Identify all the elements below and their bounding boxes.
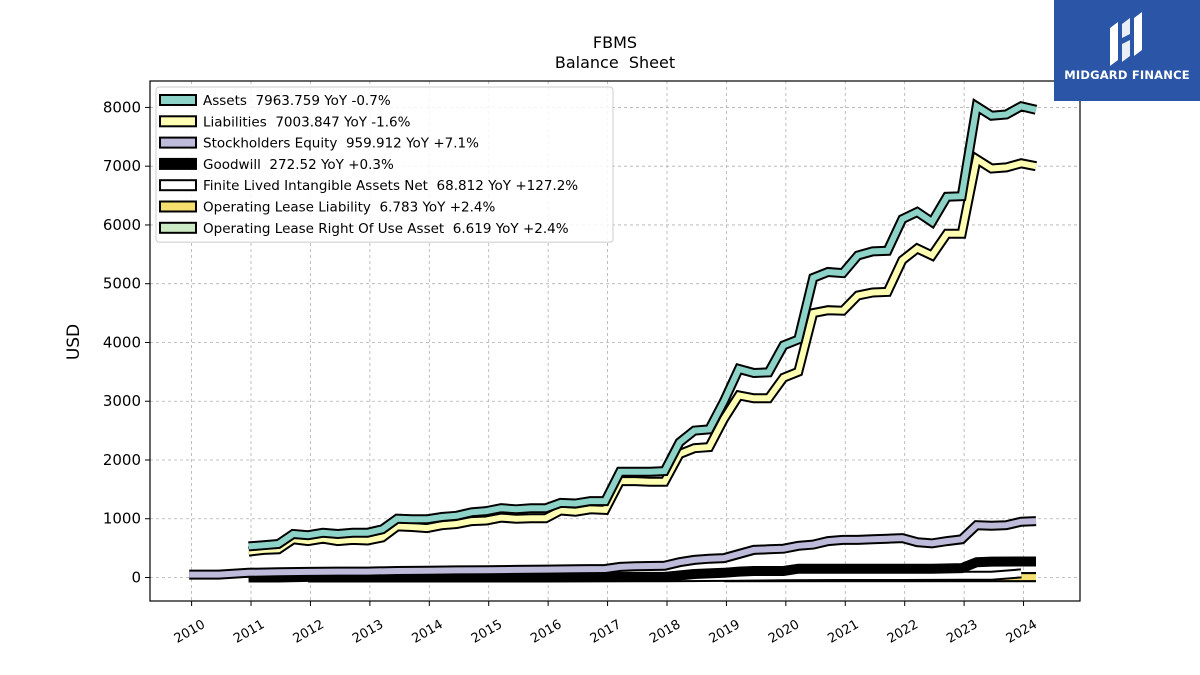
x-tick-label: 2022 bbox=[885, 617, 921, 647]
series-line bbox=[248, 558, 1036, 581]
legend-label: Liabilities 7003.847 YoY -1.6% bbox=[203, 114, 411, 130]
chart-subtitle: Balance Sheet bbox=[555, 53, 675, 72]
x-tick-label: 2024 bbox=[1004, 617, 1040, 647]
series-stockholders-equity bbox=[189, 516, 1037, 580]
series-assets bbox=[248, 98, 1038, 552]
legend-label: Goodwill 272.52 YoY +0.3% bbox=[203, 157, 394, 173]
series-liabilities bbox=[248, 150, 1037, 557]
x-tick-label: 2019 bbox=[707, 617, 743, 647]
y-tick-label: 1000 bbox=[103, 510, 141, 528]
y-tick-label: 2000 bbox=[103, 451, 141, 469]
legend-label: Operating Lease Liability 6.783 YoY +2.4… bbox=[203, 200, 495, 216]
x-tick-label: 2018 bbox=[647, 617, 683, 647]
brand-name: MIDGARD FINANCE bbox=[1064, 68, 1190, 82]
series-lines bbox=[189, 98, 1038, 583]
series-line bbox=[248, 154, 1037, 555]
y-tick-label: 5000 bbox=[103, 275, 141, 293]
legend-swatch bbox=[159, 157, 197, 170]
x-tick-label: 2023 bbox=[944, 617, 980, 647]
y-tick-label: 8000 bbox=[103, 98, 141, 116]
y-tick-label: 7000 bbox=[103, 157, 141, 175]
legend-swatch bbox=[159, 94, 197, 106]
legend-label: Stockholders Equity 959.912 YoY +7.1% bbox=[203, 136, 479, 152]
x-tick-label: 2015 bbox=[469, 617, 505, 647]
brand-mark-icon bbox=[1110, 12, 1142, 66]
legend-label: Finite Lived Intangible Assets Net 68.81… bbox=[203, 178, 578, 194]
series-line bbox=[248, 101, 1037, 550]
legend-swatch bbox=[159, 136, 197, 149]
chart-title: FBMS bbox=[593, 33, 637, 52]
y-tick-label: 0 bbox=[131, 568, 141, 586]
brand-logo: MIDGARD FINANCE bbox=[1054, 0, 1200, 101]
x-tick-label: 2014 bbox=[409, 617, 445, 647]
series-goodwill bbox=[248, 556, 1036, 583]
legend-swatch bbox=[159, 115, 197, 128]
y-tick-label: 4000 bbox=[103, 333, 141, 351]
legend-label: Assets 7963.759 YoY -0.7% bbox=[203, 93, 391, 109]
legend-label: Operating Lease Right Of Use Asset 6.619… bbox=[203, 221, 569, 237]
x-tick-label: 2011 bbox=[231, 617, 267, 647]
series-line bbox=[189, 518, 1037, 578]
x-tick-label: 2013 bbox=[350, 617, 386, 647]
y-tick-label: 3000 bbox=[103, 392, 141, 410]
x-tick-label: 2020 bbox=[766, 617, 802, 647]
x-tick-label: 2012 bbox=[291, 617, 327, 647]
x-tick-label: 2010 bbox=[172, 617, 208, 647]
x-tick-label: 2017 bbox=[588, 617, 624, 647]
legend-frame bbox=[155, 86, 614, 243]
legend: Assets 7963.759 YoY -0.7% Liabilities 700… bbox=[155, 86, 614, 243]
y-axis-label: USD bbox=[64, 324, 84, 360]
legend-swatch bbox=[159, 221, 197, 234]
x-tick-label: 2021 bbox=[825, 617, 861, 647]
plot-area-frame bbox=[149, 80, 1081, 602]
legend-swatch bbox=[159, 179, 197, 192]
y-tick-label: 6000 bbox=[103, 216, 141, 234]
legend-swatch bbox=[159, 200, 197, 213]
x-tick-label: 2016 bbox=[528, 617, 564, 647]
